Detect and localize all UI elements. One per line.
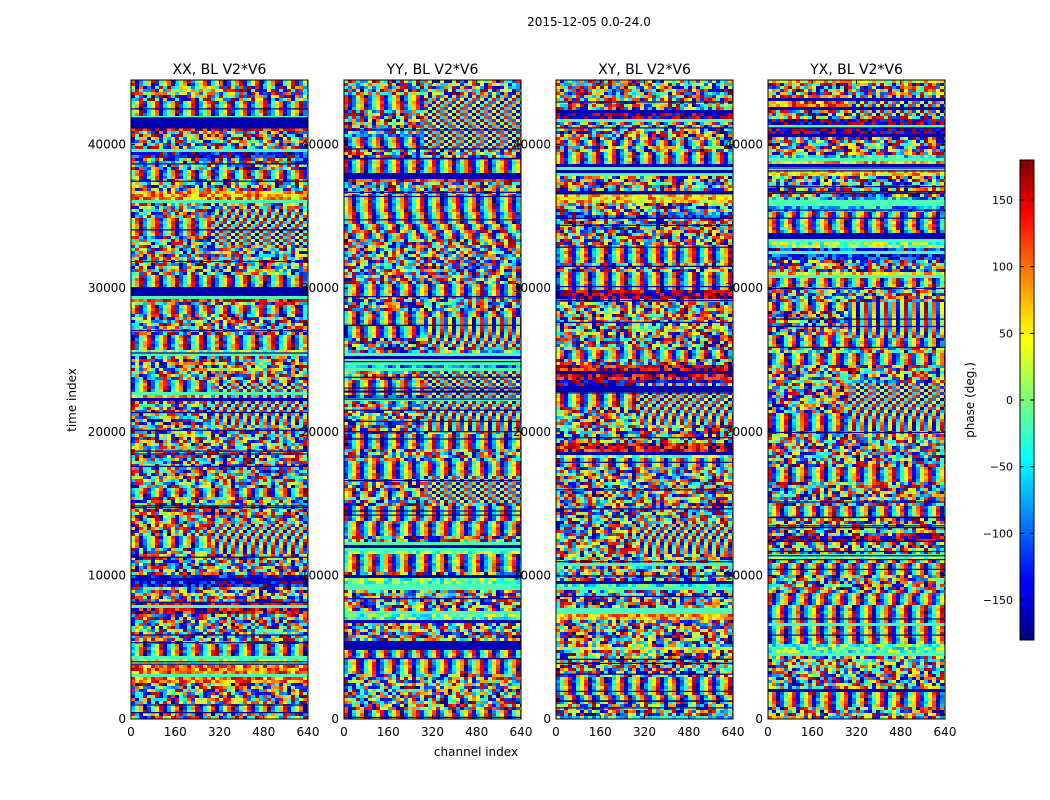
colorbar: −150 −100 −50 0 50 100 150 phase (deg.): [963, 159, 1035, 641]
y-tick-label: 30000: [725, 281, 763, 295]
y-tick-label: 20000: [513, 425, 551, 439]
phase-image: [131, 80, 308, 719]
x-tick-label: 480: [252, 725, 275, 739]
y-tick-label: 10000: [513, 568, 551, 582]
panels: XX, BL V2*V6 0 160 320 480 640 0 10000 20000 3000…: [88, 62, 957, 739]
colorbar-tick-label: 50: [999, 327, 1013, 340]
y-axis-label: time index: [65, 368, 79, 432]
x-tick-label: 480: [465, 725, 488, 739]
panel-1: XX, BL V2*V6 0 160 320 480 640 0 10000 20000 3000…: [88, 62, 320, 739]
y-tick-label: 0: [755, 712, 763, 726]
x-tick-label: 320: [421, 725, 444, 739]
figure-suptitle: 2015-12-05 0.0-24.0: [527, 15, 651, 29]
x-tick-label: 480: [889, 725, 912, 739]
panel-title: YX, BL V2*V6: [809, 62, 903, 78]
y-tick-label: 0: [331, 712, 339, 726]
colorbar-tick-label: 150: [992, 194, 1013, 207]
y-tick-label: 10000: [301, 568, 339, 582]
y-tick-label: 10000: [88, 568, 126, 582]
y-tick-label: 40000: [301, 138, 339, 152]
y-tick-label: 0: [118, 712, 126, 726]
colorbar-ticks: −150 −100 −50 0 50 100 150: [983, 194, 1034, 607]
y-tick-label: 30000: [301, 281, 339, 295]
y-tick-label: 0: [543, 712, 551, 726]
x-tick-label: 640: [510, 725, 533, 739]
panel-4: YX, BL V2*V6 0 160 320 480 640 0 10000 20000 3000…: [725, 62, 957, 739]
x-tick-label: 480: [677, 725, 700, 739]
x-tick-label: 160: [377, 725, 400, 739]
y-tick-label: 30000: [88, 281, 126, 295]
x-tick-label: 0: [552, 725, 560, 739]
x-tick-label: 160: [164, 725, 187, 739]
y-tick-label: 10000: [725, 568, 763, 582]
x-axis-label: channel index: [434, 745, 518, 759]
panel-title: XY, BL V2*V6: [598, 62, 691, 78]
y-tick-label: 20000: [88, 425, 126, 439]
phase-image: [556, 80, 733, 719]
y-tick-label: 40000: [88, 138, 126, 152]
x-tick-label: 0: [340, 725, 348, 739]
colorbar-tick-label: −50: [990, 461, 1013, 474]
x-tick-label: 320: [208, 725, 231, 739]
y-tick-label: 20000: [725, 425, 763, 439]
colorbar-tick-label: −100: [983, 527, 1013, 540]
y-tick-label: 40000: [513, 138, 551, 152]
colorbar-tick-label: 0: [1006, 394, 1013, 407]
x-tick-label: 640: [722, 725, 745, 739]
x-tick-label: 640: [934, 725, 957, 739]
y-tick-label: 40000: [725, 138, 763, 152]
x-tick-label: 160: [801, 725, 824, 739]
x-tick-label: 320: [633, 725, 656, 739]
x-tick-label: 0: [764, 725, 772, 739]
x-tick-label: 0: [127, 725, 135, 739]
x-tick-label: 640: [297, 725, 320, 739]
phase-image: [344, 80, 521, 719]
panel-title: XX, BL V2*V6: [173, 62, 267, 78]
colorbar-tick-label: −150: [983, 594, 1013, 607]
x-tick-label: 320: [845, 725, 868, 739]
x-tick-label: 160: [589, 725, 612, 739]
colorbar-label: phase (deg.): [963, 362, 977, 438]
panel-2: YY, BL V2*V6 0 160 320 480 640 0 10000 20000 3000…: [301, 62, 533, 739]
y-tick-label: 20000: [301, 425, 339, 439]
colorbar-tick-label: 100: [992, 261, 1013, 274]
phase-image: [768, 80, 945, 719]
panel-3: XY, BL V2*V6 0 160 320 480 640 0 10000 20000 3000…: [513, 62, 745, 739]
panel-title: YY, BL V2*V6: [386, 62, 479, 78]
y-tick-label: 30000: [513, 281, 551, 295]
